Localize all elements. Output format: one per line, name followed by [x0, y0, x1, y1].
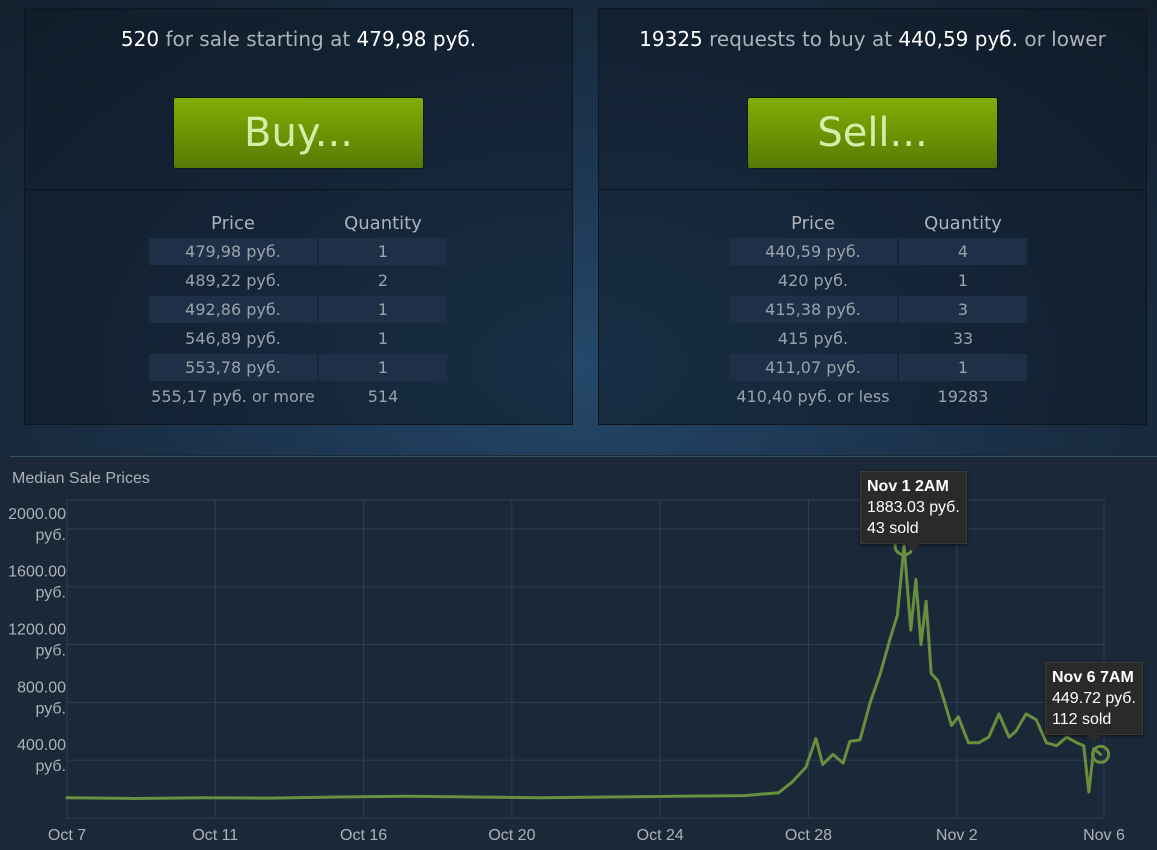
section-divider	[10, 456, 1157, 457]
x-tick-label: Oct 16	[340, 827, 387, 844]
plot-border	[66, 499, 1105, 819]
order-price: 420 руб.	[777, 271, 849, 290]
tooltip-price: 1883.03 руб.	[867, 499, 960, 516]
sell-listings-header: 520 for sale starting at 479,98 руб. Buy…	[25, 9, 572, 189]
order-quantity: 514	[367, 387, 399, 406]
x-tick-label: Nov 6	[1083, 827, 1125, 844]
y-tick-unit: руб.	[35, 758, 66, 775]
order-quantity: 4	[899, 238, 1027, 265]
sell-listings-start-price: 479,98 руб.	[356, 27, 477, 51]
x-tick-label: Oct 28	[785, 827, 832, 844]
order-price: 546,89 руб.	[185, 329, 281, 348]
order-price: 415,38 руб.	[729, 296, 897, 323]
buy-requests-tail-text: or lower	[1024, 27, 1106, 51]
y-tick-unit: руб.	[35, 527, 66, 544]
price-line	[65, 544, 1103, 800]
order-price: 489,22 руб.	[185, 271, 281, 290]
tooltip-arrow	[905, 543, 922, 552]
tooltip-sold: 43 sold	[867, 520, 919, 537]
table-row: 553,78 руб. 1	[149, 354, 447, 381]
price-column-header: Price	[791, 212, 835, 234]
y-tick-label: 2000.00	[8, 506, 66, 523]
order-price: 553,78 руб.	[149, 354, 317, 381]
chart-title: Median Sale Prices	[12, 470, 150, 487]
table-row: 555,17 руб. or more 514	[149, 383, 447, 410]
order-price: 555,17 руб. or more	[151, 387, 315, 406]
buy-requests-text: requests to buy at	[709, 27, 893, 51]
buy-requests-panel: 19325 requests to buy at 440,59 руб. or …	[598, 8, 1147, 425]
sell-button[interactable]: Sell...	[748, 98, 997, 168]
panel-divider	[25, 189, 572, 190]
order-price: 411,07 руб.	[729, 354, 897, 381]
y-tick-label: 1200.00	[8, 622, 66, 639]
buy-button[interactable]: Buy...	[174, 98, 423, 168]
quantity-column-header: Quantity	[924, 212, 1002, 234]
x-tick-label: Oct 11	[192, 827, 238, 844]
sell-listings-text: for sale starting at	[165, 27, 351, 51]
order-price: 440,59 руб.	[729, 238, 897, 265]
table-row: 479,98 руб. 1	[149, 238, 447, 265]
buy-requests-summary: 19325 requests to buy at 440,59 руб. or …	[599, 27, 1146, 51]
y-tick-unit: руб.	[35, 585, 66, 602]
order-price: 479,98 руб.	[149, 238, 317, 265]
x-axis: Oct 7 Oct 11 Oct 16 Oct 20 Oct 24 Oct 28 Nov 2…	[48, 827, 1125, 844]
tooltip-arrow	[1085, 734, 1102, 743]
x-tick-label: Oct 20	[488, 827, 535, 844]
latest-point-marker	[1091, 744, 1111, 764]
sell-listings-count: 520	[120, 27, 160, 51]
order-quantity: 19283	[937, 387, 989, 406]
order-quantity: 1	[899, 354, 1027, 381]
y-tick-unit: руб.	[35, 700, 66, 717]
table-row: 492,86 руб. 1	[149, 296, 447, 323]
table-row: 410,40 руб. or less 19283	[729, 383, 1027, 410]
order-price: 492,86 руб.	[149, 296, 317, 323]
table-row: 420 руб. 1	[729, 267, 1027, 294]
table-row: 415,38 руб. 3	[729, 296, 1027, 323]
order-quantity: 3	[899, 296, 1027, 323]
sell-listings-panel: 520 for sale starting at 479,98 руб. Buy…	[24, 8, 573, 425]
x-tick-label: Nov 2	[936, 827, 978, 844]
order-quantity: 2	[377, 271, 389, 290]
order-price: 415 руб.	[777, 329, 849, 348]
tooltip-price: 449.72 руб.	[1052, 690, 1136, 707]
chart-tooltip-latest: Nov 6 7AM 449.72 руб. 112 sold	[1045, 662, 1143, 743]
chart-grid	[66, 499, 1105, 819]
y-tick-label: 400.00	[17, 737, 66, 754]
chart-series	[65, 544, 1103, 800]
table-row: 411,07 руб. 1	[729, 354, 1027, 381]
order-quantity: 33	[952, 329, 974, 348]
order-quantity: 1	[319, 296, 447, 323]
buy-requests-count: 19325	[639, 27, 703, 51]
table-row: 440,59 руб. 4	[729, 238, 1027, 265]
table-row: 489,22 руб. 2	[149, 267, 447, 294]
order-price: 410,40 руб. or less	[736, 387, 890, 406]
sell-listings-summary: 520 for sale starting at 479,98 руб.	[25, 27, 572, 51]
order-quantity: 1	[957, 271, 969, 290]
order-quantity: 1	[377, 329, 389, 348]
y-axis: 400.00 руб. 800.00 руб. 1200.00 руб. 1600.00 ру…	[8, 506, 66, 775]
x-tick-label: Oct 7	[48, 827, 86, 844]
buy-requests-header: 19325 requests to buy at 440,59 руб. or …	[599, 9, 1146, 189]
order-quantity: 1	[319, 354, 447, 381]
tooltip-date: Nov 1 2AM	[867, 478, 949, 495]
tooltip-date: Nov 6 7AM	[1052, 669, 1134, 686]
tooltip-sold: 112 sold	[1052, 711, 1112, 728]
order-quantity: 1	[319, 238, 447, 265]
panel-divider	[599, 189, 1146, 190]
price-column-header: Price	[211, 212, 255, 234]
y-tick-label: 1600.00	[8, 564, 66, 581]
quantity-column-header: Quantity	[344, 212, 422, 234]
buy-requests-price: 440,59 руб.	[898, 27, 1018, 51]
y-tick-label: 800.00	[17, 679, 66, 696]
y-tick-unit: руб.	[35, 643, 66, 660]
sell-order-table: Price Quantity 479,98 руб. 1 489,22 руб.…	[147, 208, 449, 412]
chart-tooltip-peak: Nov 1 2AM 1883.03 руб. 43 sold	[860, 471, 967, 552]
table-row: 546,89 руб. 1	[149, 325, 447, 352]
table-row: 415 руб. 33	[729, 325, 1027, 352]
buy-order-table: Price Quantity 440,59 руб. 4 420 руб. 1 …	[727, 208, 1029, 412]
x-tick-label: Oct 24	[637, 827, 684, 844]
